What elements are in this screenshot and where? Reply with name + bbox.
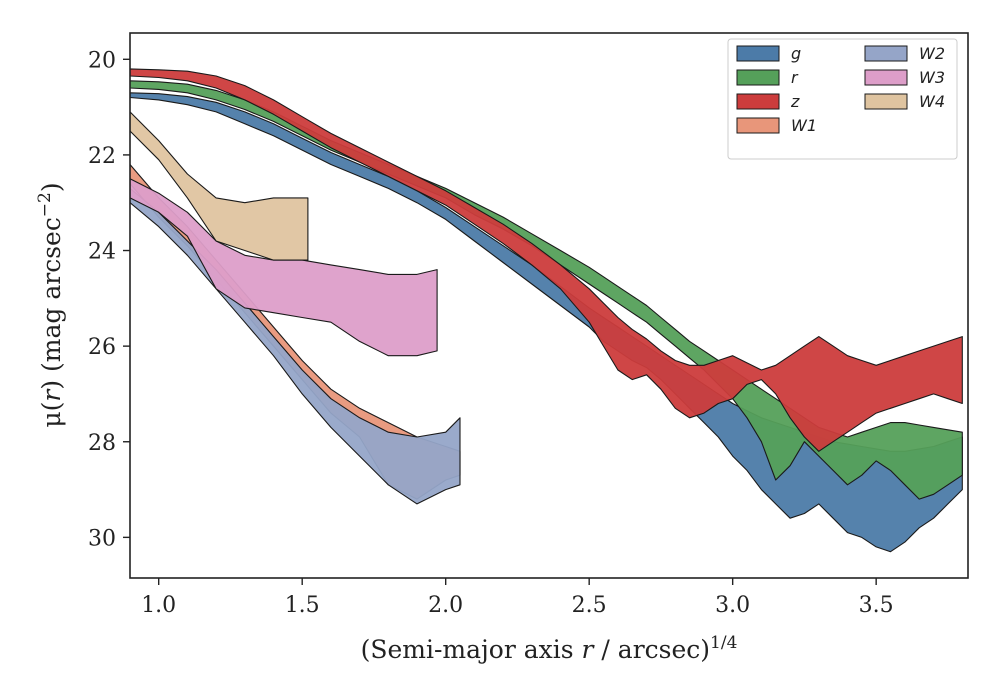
y-axis: 20 22 24 26 28 30: [88, 48, 130, 551]
x-tick-label: 1.5: [285, 593, 320, 618]
y-axis-label-mid: ) (mag arcsec: [37, 217, 66, 390]
y-tick-label: 28: [88, 431, 116, 456]
band-z: [130, 68, 963, 452]
x-axis: 1.0 1.5 2.0 2.5 3.0 3.5: [141, 578, 894, 618]
legend: grz W1 W2 W3 W4: [727, 38, 958, 160]
x-axis-label: (Semi-major axis r / arcsec)1/4: [361, 633, 738, 664]
legend-label-w2: W2: [919, 44, 945, 63]
legend-label-w3: W3: [919, 68, 945, 87]
legend-box: [727, 38, 958, 160]
y-axis-label-sup: −2: [35, 192, 55, 217]
legend-swatch-w4: [864, 93, 908, 110]
legend-swatch-w3: [864, 69, 908, 86]
plot-frame: [129, 32, 969, 579]
legend-label-r: r: [791, 68, 799, 87]
y-axis-label-prefix: μ(: [37, 402, 66, 428]
y-tick-label: 20: [88, 48, 116, 73]
band-w3: [130, 178, 438, 357]
x-tick-label: 2.0: [428, 593, 463, 618]
data-bands: [130, 68, 963, 553]
y-tick-label: 26: [88, 335, 116, 360]
x-tick-label: 3.5: [859, 593, 894, 618]
y-axis-label-suffix: ): [37, 182, 66, 192]
legend-swatch-w1: [736, 117, 780, 134]
band-w4: [130, 111, 309, 261]
legend-swatch-r: [736, 69, 780, 86]
y-axis-label-var: r: [37, 388, 66, 402]
x-tick-label: 3.0: [715, 593, 750, 618]
legend-swatch-z: [736, 93, 780, 110]
legend-swatch-g: [736, 45, 780, 62]
x-axis-label-mid: / arcsec): [593, 635, 710, 664]
y-axis-label: μ(r) (mag arcsec−2): [35, 182, 66, 427]
y-tick-label: 22: [88, 144, 116, 169]
legend-label-w1: W1: [791, 116, 817, 135]
legend-label-g: g: [791, 44, 801, 63]
legend-swatch-w2: [864, 45, 908, 62]
legend-label-w4: W4: [919, 92, 945, 111]
legend-label-z: z: [790, 92, 800, 111]
y-tick-label: 30: [88, 526, 116, 551]
x-axis-label-prefix: (Semi-major axis: [361, 635, 582, 664]
x-axis-label-var: r: [582, 635, 596, 664]
x-tick-label: 2.5: [572, 593, 607, 618]
x-axis-label-sup: 1/4: [710, 633, 737, 653]
y-tick-label: 24: [88, 240, 116, 265]
x-tick-label: 1.0: [141, 593, 176, 618]
